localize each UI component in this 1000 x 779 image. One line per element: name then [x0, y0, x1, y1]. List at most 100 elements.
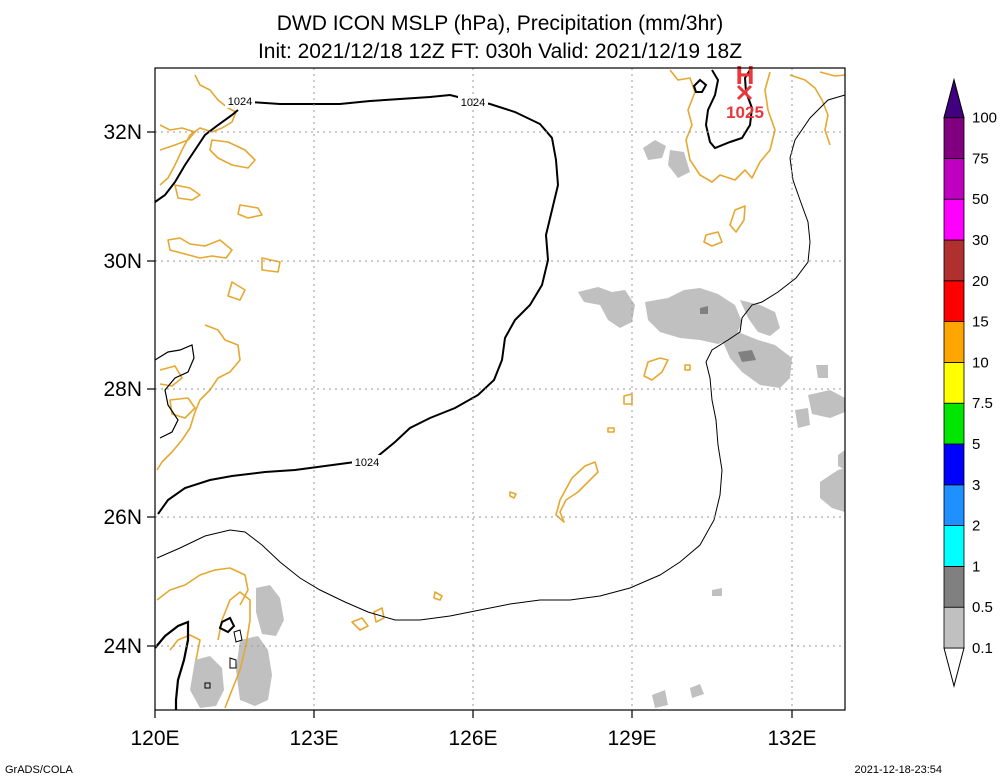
y-tick-label-26: 26N	[103, 506, 142, 529]
precipitation-shading-mid	[700, 306, 756, 362]
precip-area-east-4	[795, 408, 810, 428]
isobar-label-1024-a: 1024	[228, 96, 252, 108]
colorbar-segment-below	[943, 647, 965, 688]
colorbar-segment	[943, 117, 965, 159]
coastline-osumi	[729, 205, 746, 233]
colorbar-segment	[943, 443, 965, 486]
colorbar-segment	[943, 280, 965, 322]
colorbar-level-label: 3	[972, 477, 980, 494]
coastline-taiwan	[217, 591, 251, 709]
colorbar-level-label: 100	[972, 110, 997, 127]
colorbar-level-label: 7.5	[972, 395, 993, 412]
high-pressure-letter: H	[736, 60, 755, 90]
coastline-okinawa	[555, 461, 599, 523]
isobar-taiwan-circle	[218, 616, 236, 634]
precip-area-amami	[740, 300, 780, 336]
high-pressure-cross	[736, 84, 753, 101]
isobar-label-1024-c: 1024	[355, 457, 379, 469]
coastlines	[156, 69, 846, 709]
precip-area-east-3	[838, 450, 845, 470]
isobar-thin-1	[156, 94, 846, 621]
isobar-taiwan-thin	[229, 657, 237, 669]
coastline-shikoku	[819, 71, 846, 77]
y-tick-label-32: 32N	[103, 121, 142, 144]
coastline-china-7	[261, 257, 281, 273]
precip-area-south-3	[712, 588, 722, 596]
colorbar-segment	[943, 606, 965, 649]
coastline-amami	[643, 357, 669, 381]
coastline-island-4	[433, 591, 443, 601]
isobar-1024-kyushu-small	[692, 78, 708, 93]
colorbar-segment	[943, 525, 965, 567]
coastline-china-3	[209, 139, 256, 169]
high-pressure-value: 1025	[726, 103, 764, 122]
colorbar-level-label: 75	[972, 150, 989, 167]
colorbar-segment	[943, 198, 965, 241]
precip-area-east-2	[820, 468, 845, 512]
colorbar-segment	[943, 566, 965, 608]
coastline-island-3	[509, 491, 517, 499]
y-tick-label-28: 28N	[103, 378, 142, 401]
precip-area-ryukyu-north-1	[578, 287, 635, 328]
precip-area-taiwan-3	[190, 656, 224, 708]
isobar-small-1	[204, 682, 211, 689]
colorbar-level-label: 5	[972, 436, 980, 453]
colorbar-segment-above	[943, 77, 965, 119]
isobar-1024-mid-west	[154, 344, 195, 439]
coastline-taiwan-west	[169, 634, 201, 661]
grid-lines	[155, 68, 845, 710]
colorbar: 0.1 0.5 1 2 3 5 7.5 10 15 20 30 50 75 100	[943, 77, 997, 688]
colorbar-level-label: 15	[972, 314, 989, 331]
isobar-label-1024-b: 1024	[461, 97, 485, 109]
isobar-labels: 1024 1024 1024	[225, 94, 488, 469]
isobars	[154, 69, 846, 710]
isobar-1024-main	[157, 93, 560, 515]
coastline-sakishima	[351, 617, 369, 631]
colorbar-segment	[943, 402, 965, 445]
colorbar-level-label: 0.5	[972, 599, 993, 616]
x-axis-labels: 120E 123E 126E 129E 132E	[130, 727, 816, 750]
coastline-china-1	[159, 74, 237, 186]
y-tick-label-24: 24N	[103, 635, 142, 658]
precip-area-east-1	[808, 390, 845, 418]
colorbar-segment	[943, 361, 965, 404]
x-tick-label-132: 132E	[767, 727, 816, 750]
x-tick-label-123: 123E	[289, 727, 338, 750]
precip-area-south-1	[652, 690, 668, 708]
colorbar-level-label: 50	[972, 191, 989, 208]
precip-core-amami	[738, 350, 756, 362]
y-tick-label-30: 30N	[103, 250, 142, 273]
precip-area-amami-2	[722, 332, 792, 388]
colorbar-segment	[943, 239, 965, 282]
colorbar-level-label: 0.1	[972, 640, 993, 657]
colorbar-segment	[943, 484, 965, 526]
coastline-china-9	[156, 324, 241, 471]
coastline-tanegashima	[703, 231, 723, 247]
isobar-1024-taiwan	[154, 620, 190, 710]
precip-area-kyushu-south	[643, 140, 666, 160]
x-tick-label-129: 129E	[607, 727, 656, 750]
coastline-island-5	[684, 364, 691, 371]
precip-area-ryukyu-north-2	[645, 288, 742, 344]
isobar-taiwan-circle-2	[233, 629, 243, 643]
coastline-china-11	[169, 397, 196, 419]
isobar-1024-north-west	[154, 109, 239, 203]
colorbar-level-label: 10	[972, 354, 989, 371]
colorbar-level-label: 30	[972, 232, 989, 249]
x-tick-label-120: 120E	[130, 727, 179, 750]
title-line-1: DWD ICON MSLP (hPa), Precipitation (mm/3…	[277, 12, 724, 35]
coastline-china-2	[159, 124, 196, 151]
precip-area-kyushu-south-2	[668, 150, 690, 178]
coastline-taiwan-strait	[156, 567, 249, 606]
coastline-kyushu-east	[789, 74, 831, 146]
colorbar-level-label: 1	[972, 558, 980, 575]
colorbar-segment	[943, 321, 965, 363]
y-axis-labels: 24N 26N 28N 30N 32N	[103, 121, 142, 658]
precip-area-taiwan-1	[256, 585, 284, 636]
coastline-sakishima-2	[373, 607, 385, 623]
tick-marks	[147, 131, 793, 718]
colorbar-level-label: 2	[972, 518, 980, 535]
map-area: 1024 1024 1024 H 1025	[147, 60, 846, 718]
precipitation-shading	[190, 140, 845, 708]
